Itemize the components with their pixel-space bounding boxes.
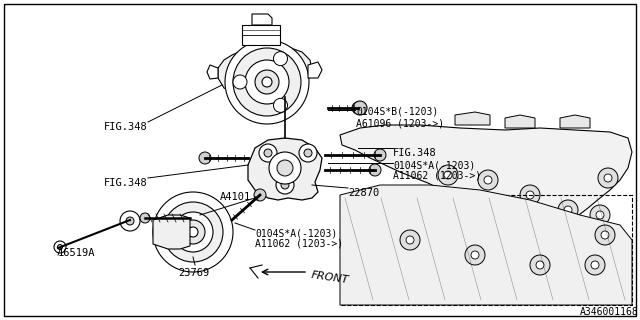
Circle shape bbox=[590, 205, 610, 225]
Circle shape bbox=[126, 217, 134, 225]
Text: A4101: A4101 bbox=[220, 192, 252, 202]
Circle shape bbox=[277, 160, 293, 176]
Polygon shape bbox=[505, 115, 535, 128]
Circle shape bbox=[163, 202, 223, 262]
Circle shape bbox=[438, 165, 458, 185]
Circle shape bbox=[484, 176, 492, 184]
Circle shape bbox=[369, 164, 381, 176]
Polygon shape bbox=[560, 115, 590, 128]
Circle shape bbox=[520, 185, 540, 205]
Polygon shape bbox=[308, 62, 322, 78]
Polygon shape bbox=[340, 185, 632, 305]
Text: 23769: 23769 bbox=[178, 268, 209, 278]
Circle shape bbox=[526, 191, 534, 199]
Text: FRONT: FRONT bbox=[310, 270, 349, 285]
Circle shape bbox=[604, 174, 612, 182]
Circle shape bbox=[181, 220, 205, 244]
Text: 16519A: 16519A bbox=[58, 248, 95, 258]
Circle shape bbox=[153, 192, 233, 272]
Circle shape bbox=[281, 181, 289, 189]
Text: A61096 (1203->): A61096 (1203->) bbox=[356, 118, 444, 128]
Text: FIG.348: FIG.348 bbox=[104, 122, 148, 132]
Circle shape bbox=[233, 75, 247, 89]
Text: A346001168: A346001168 bbox=[580, 307, 639, 317]
Circle shape bbox=[536, 261, 544, 269]
Circle shape bbox=[601, 231, 609, 239]
Polygon shape bbox=[455, 112, 490, 125]
Text: A11062 (1203->): A11062 (1203->) bbox=[393, 171, 481, 181]
Circle shape bbox=[598, 168, 618, 188]
Circle shape bbox=[530, 255, 550, 275]
Text: 0104S*A(-1203): 0104S*A(-1203) bbox=[393, 160, 476, 170]
Circle shape bbox=[471, 251, 479, 259]
Circle shape bbox=[299, 144, 317, 162]
Polygon shape bbox=[242, 25, 280, 45]
Circle shape bbox=[276, 176, 294, 194]
Circle shape bbox=[199, 152, 211, 164]
Polygon shape bbox=[218, 45, 312, 97]
Circle shape bbox=[465, 245, 485, 265]
Polygon shape bbox=[248, 138, 322, 200]
Circle shape bbox=[352, 102, 364, 114]
Circle shape bbox=[273, 98, 287, 112]
Text: 0104S*A(-1203): 0104S*A(-1203) bbox=[255, 228, 337, 238]
Circle shape bbox=[596, 211, 604, 219]
Circle shape bbox=[558, 200, 578, 220]
Circle shape bbox=[269, 152, 301, 184]
Bar bbox=[340, 195, 632, 305]
Circle shape bbox=[264, 149, 272, 157]
Polygon shape bbox=[153, 215, 190, 249]
Circle shape bbox=[564, 206, 572, 214]
Circle shape bbox=[273, 52, 287, 66]
Circle shape bbox=[595, 225, 615, 245]
Polygon shape bbox=[207, 65, 218, 79]
Circle shape bbox=[188, 227, 198, 237]
Circle shape bbox=[255, 70, 279, 94]
Text: A11062 (1203->): A11062 (1203->) bbox=[255, 239, 343, 249]
Circle shape bbox=[585, 255, 605, 275]
Circle shape bbox=[478, 170, 498, 190]
Circle shape bbox=[400, 230, 420, 250]
Text: FIG.348: FIG.348 bbox=[393, 148, 436, 158]
Circle shape bbox=[374, 149, 386, 161]
Circle shape bbox=[406, 236, 414, 244]
Text: 22870: 22870 bbox=[348, 188, 380, 198]
Circle shape bbox=[58, 244, 63, 250]
Circle shape bbox=[259, 144, 277, 162]
Circle shape bbox=[54, 241, 66, 253]
Circle shape bbox=[120, 211, 140, 231]
Circle shape bbox=[225, 40, 309, 124]
Circle shape bbox=[245, 60, 289, 104]
Text: 0104S*B(-1203): 0104S*B(-1203) bbox=[356, 107, 438, 117]
Circle shape bbox=[233, 48, 301, 116]
Text: FIG.348: FIG.348 bbox=[104, 178, 148, 188]
Circle shape bbox=[353, 101, 367, 115]
Polygon shape bbox=[340, 125, 632, 240]
Circle shape bbox=[140, 213, 150, 223]
Circle shape bbox=[254, 189, 266, 201]
Circle shape bbox=[173, 212, 213, 252]
Circle shape bbox=[304, 149, 312, 157]
Circle shape bbox=[262, 77, 272, 87]
Circle shape bbox=[444, 171, 452, 179]
Circle shape bbox=[591, 261, 599, 269]
Polygon shape bbox=[252, 14, 272, 25]
